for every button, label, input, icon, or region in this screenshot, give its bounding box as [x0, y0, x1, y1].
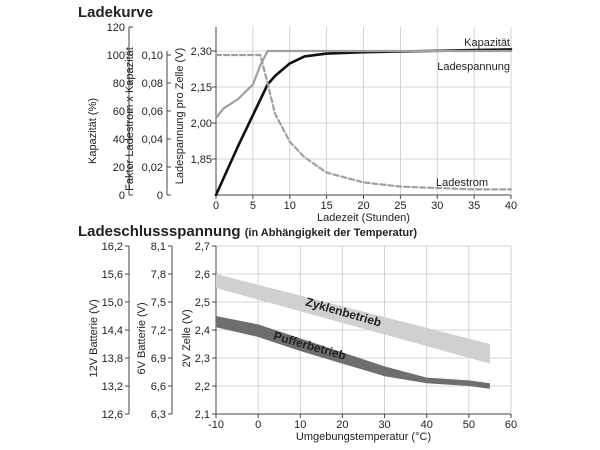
- battery-6v-axis-tick-label: 7,8: [151, 269, 166, 281]
- capacity-axis-tick-label: 80: [113, 78, 125, 90]
- chart2-x-tick-label: 0: [255, 419, 261, 431]
- capacity-axis-tick-label: 40: [113, 134, 125, 146]
- series-label-ladestrom: Ladestrom: [436, 177, 488, 189]
- charge-curve-heading: Ladekurve: [78, 4, 154, 21]
- capacity-axis-tick-label: 120: [107, 22, 125, 34]
- current-axis-tick-label: 0,08: [142, 78, 163, 90]
- battery-6v-axis-tick-label: 6,3: [151, 409, 166, 421]
- battery-6v-axis-tick-label: 7,2: [151, 325, 166, 337]
- chart2-x-tick-label: 60: [505, 419, 517, 431]
- series-label-kapazitaet: Kapazität: [464, 37, 510, 49]
- battery-12v-axis-tick-label: 16,2: [102, 241, 123, 253]
- battery-6v-axis-tick-label: 7,5: [151, 297, 166, 309]
- battery-12v-axis-tick-label: 13,2: [102, 381, 123, 393]
- series-line-ladespannung: [214, 49, 513, 120]
- cell-2v-axis-label: 2V Zelle (V): [181, 309, 193, 367]
- end-voltage-subtitle: (in Abhängigkeit der Temperatur): [244, 227, 418, 239]
- current-axis-tick-label: 0,10: [142, 50, 163, 62]
- band-pufferbetrieb: [216, 316, 490, 389]
- chart2-x-tick-label: 50: [463, 419, 475, 431]
- battery-6v-axis-tick-label: 8,1: [151, 241, 166, 253]
- series-label-ladespannung: Ladespannung: [437, 61, 510, 73]
- chart1-x-tick-label: 30: [431, 200, 443, 212]
- end-voltage-heading: Ladeschlussspannung (in Abhängigkeit der…: [78, 223, 417, 240]
- current-axis-label: Faktor Ladestrom x Kapazität: [124, 47, 136, 191]
- capacity-axis-tick-label: 0: [119, 190, 125, 202]
- band-zyklenbetrieb: [216, 274, 490, 364]
- voltage-axis-tick-label: 2,30: [191, 46, 212, 58]
- current-axis-tick-label: 0,06: [142, 106, 163, 118]
- battery-12v-axis-tick-label: 12,6: [102, 409, 123, 421]
- chart1-x-tick-label: 25: [394, 200, 406, 212]
- cell-2v-axis-tick-label: 2,1: [195, 409, 210, 421]
- current-axis-tick-label: 0,04: [142, 134, 163, 146]
- chart1-x-tick-label: 35: [468, 200, 480, 212]
- end-voltage-title: Ladeschlussspannung: [78, 223, 241, 240]
- chart2-x-tick-label: 20: [336, 419, 348, 431]
- voltage-axis-tick-label: 1,85: [191, 154, 212, 166]
- battery-12v-axis-tick-label: 14,4: [102, 325, 123, 337]
- cell-2v-axis-tick-label: 2,2: [195, 381, 210, 393]
- battery-12v-axis-tick-label: 15,0: [102, 297, 123, 309]
- cell-2v-axis-tick-label: 2,6: [195, 269, 210, 281]
- battery-6v-axis-tick-label: 6,6: [151, 381, 166, 393]
- battery-6v-axis-label: 6V Batterie (V): [136, 302, 148, 374]
- battery-6v-axis-tick-label: 6,9: [151, 353, 166, 365]
- chart1-x-tick-label: 10: [284, 200, 296, 212]
- capacity-axis-tick-label: 100: [107, 50, 125, 62]
- chart2-x-tick-label: -10: [208, 419, 224, 431]
- capacity-axis-tick-label: 60: [113, 106, 125, 118]
- cell-2v-axis-tick-label: 2,7: [195, 241, 210, 253]
- series-line-ladestrom: [214, 53, 513, 191]
- chart1-x-tick-label: 5: [250, 200, 256, 212]
- capacity-axis-tick-label: 20: [113, 162, 125, 174]
- chart1-x-tick-label: 20: [357, 200, 369, 212]
- chart2-x-tick-label: 10: [294, 419, 306, 431]
- voltage-axis-tick-label: 2,15: [191, 82, 212, 94]
- chart2-x-tick-label: 40: [421, 419, 433, 431]
- chart1-x-tick-label: 0: [213, 200, 219, 212]
- chart2-x-tick-label: 30: [378, 419, 390, 431]
- voltage-axis-label: Ladespannung pro Zelle (V): [174, 48, 186, 184]
- capacity-axis-label: Kapazität (%): [87, 98, 99, 164]
- battery-12v-axis-label: 12V Batterie (V): [88, 299, 100, 377]
- battery-12v-axis-tick-label: 13,8: [102, 353, 123, 365]
- battery-12v-axis-tick-label: 15,6: [102, 269, 123, 281]
- voltage-axis-tick-label: 2,00: [191, 118, 212, 130]
- current-axis-tick-label: 0: [157, 190, 163, 202]
- chart1-x-tick-label: 40: [505, 200, 517, 212]
- cell-2v-axis-tick-label: 2,3: [195, 353, 210, 365]
- cell-2v-axis-tick-label: 2,4: [195, 325, 210, 337]
- cell-2v-axis-tick-label: 2,5: [195, 297, 210, 309]
- chart1-x-tick-label: 15: [321, 200, 333, 212]
- chart1-x-axis-label: Ladezeit (Stunden): [317, 212, 410, 224]
- current-axis-tick-label: 0,02: [142, 162, 163, 174]
- chart2-x-axis-label: Umgebungstemperatur (°C): [296, 431, 431, 443]
